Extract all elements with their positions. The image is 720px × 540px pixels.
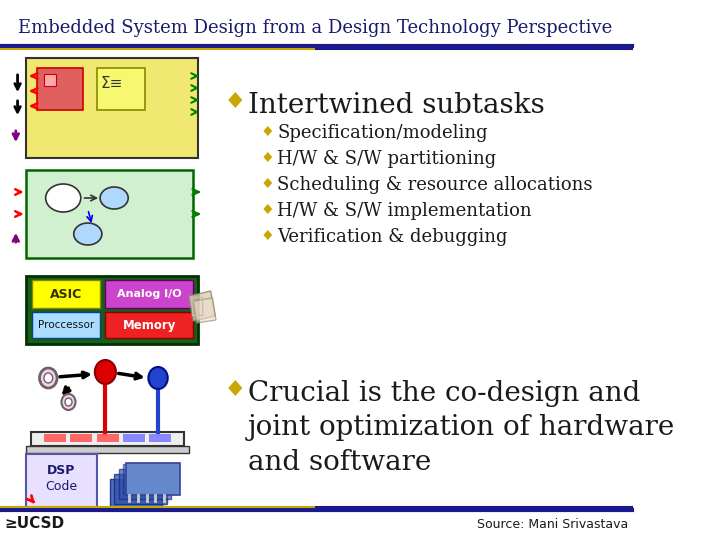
FancyBboxPatch shape: [119, 469, 171, 499]
Text: Verification & debugging: Verification & debugging: [277, 228, 508, 246]
Text: H/W & S/W partitioning: H/W & S/W partitioning: [277, 150, 497, 168]
FancyBboxPatch shape: [27, 170, 193, 258]
Circle shape: [44, 373, 53, 383]
FancyBboxPatch shape: [123, 434, 145, 442]
FancyBboxPatch shape: [27, 454, 96, 509]
Text: Embedded System Design from a Design Technology Perspective: Embedded System Design from a Design Tec…: [17, 19, 612, 37]
Text: DSP: DSP: [48, 464, 76, 477]
FancyBboxPatch shape: [44, 74, 56, 86]
Text: Memory: Memory: [122, 319, 176, 332]
FancyBboxPatch shape: [27, 276, 197, 344]
FancyBboxPatch shape: [96, 434, 119, 442]
Polygon shape: [264, 126, 272, 136]
Text: Proccessor: Proccessor: [37, 320, 94, 330]
Text: ASIC: ASIC: [50, 287, 82, 300]
Polygon shape: [189, 291, 215, 321]
Polygon shape: [228, 92, 243, 108]
Text: H/W & S/W implementation: H/W & S/W implementation: [277, 202, 532, 220]
FancyBboxPatch shape: [37, 68, 83, 110]
Text: Source: Mani Srivastava: Source: Mani Srivastava: [477, 517, 628, 530]
FancyBboxPatch shape: [32, 280, 100, 308]
FancyBboxPatch shape: [109, 479, 163, 509]
FancyBboxPatch shape: [105, 312, 193, 338]
Text: Analog I/O: Analog I/O: [117, 289, 181, 299]
Circle shape: [61, 394, 76, 410]
Text: 🖐: 🖐: [191, 296, 204, 316]
FancyBboxPatch shape: [105, 280, 193, 308]
Circle shape: [148, 367, 168, 389]
FancyBboxPatch shape: [27, 58, 197, 158]
Circle shape: [65, 398, 72, 406]
Text: Σ≡: Σ≡: [100, 77, 122, 91]
Circle shape: [95, 360, 116, 384]
FancyBboxPatch shape: [27, 446, 189, 453]
Polygon shape: [264, 230, 272, 240]
Polygon shape: [193, 298, 216, 323]
Polygon shape: [264, 178, 272, 188]
FancyBboxPatch shape: [32, 312, 100, 338]
Ellipse shape: [45, 184, 81, 212]
FancyBboxPatch shape: [125, 463, 180, 495]
Text: Crucial is the co-design and
joint optimization of hardware
and software: Crucial is the co-design and joint optim…: [248, 380, 675, 476]
Ellipse shape: [100, 187, 128, 209]
Text: Intertwined subtasks: Intertwined subtasks: [248, 92, 544, 119]
FancyBboxPatch shape: [44, 434, 66, 442]
FancyBboxPatch shape: [114, 474, 167, 504]
FancyBboxPatch shape: [31, 432, 184, 446]
Polygon shape: [264, 204, 272, 214]
Text: ≥UCSD: ≥UCSD: [4, 516, 65, 531]
Text: Scheduling & resource allocations: Scheduling & resource allocations: [277, 176, 593, 194]
Polygon shape: [228, 380, 243, 396]
FancyBboxPatch shape: [123, 464, 176, 494]
Polygon shape: [264, 152, 272, 162]
FancyBboxPatch shape: [149, 434, 171, 442]
Ellipse shape: [73, 223, 102, 245]
FancyBboxPatch shape: [96, 68, 145, 110]
Text: Code: Code: [45, 480, 78, 492]
FancyBboxPatch shape: [71, 434, 92, 442]
Circle shape: [40, 368, 57, 388]
Text: Specification/modeling: Specification/modeling: [277, 124, 488, 142]
